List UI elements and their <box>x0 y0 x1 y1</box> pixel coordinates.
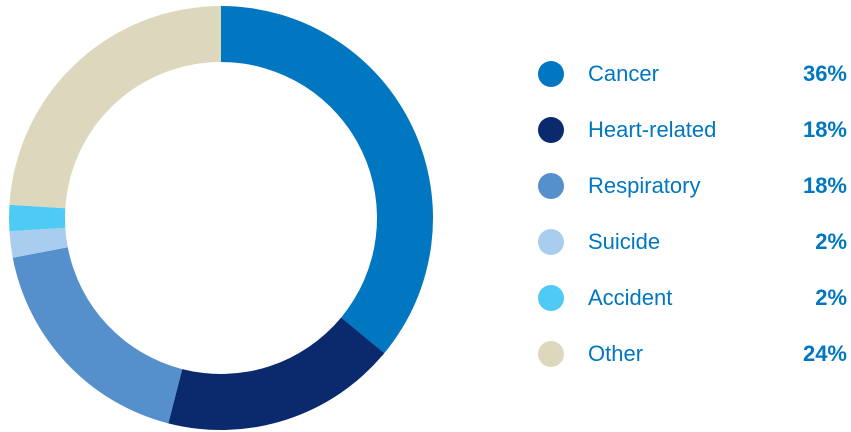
legend-value: 24% <box>802 341 847 366</box>
legend-label: Accident <box>588 285 673 310</box>
slice-cancer <box>221 6 433 354</box>
slice-suicide <box>9 227 68 258</box>
legend-swatch <box>538 61 564 87</box>
legend-label: Suicide <box>588 229 661 254</box>
legend: Cancer 36% Heart-related 18% Respiratory 18% S… <box>520 50 851 386</box>
legend-label: Cancer <box>588 61 659 86</box>
legend-label: Heart-related <box>588 117 717 142</box>
legend-swatch <box>538 341 564 367</box>
slice-respiratory <box>12 247 183 424</box>
legend-item-respiratory: Respiratory 18% <box>520 162 851 218</box>
legend-label: Other <box>588 341 644 366</box>
legend-value: 2% <box>815 229 847 254</box>
legend-swatch <box>538 229 564 255</box>
legend-swatch <box>538 173 564 199</box>
slice-heart-related <box>168 317 385 430</box>
legend-swatch <box>538 285 564 311</box>
legend-swatch <box>538 117 564 143</box>
legend-item-cancer: Cancer 36% <box>520 50 851 106</box>
legend-item-accident: Accident 2% <box>520 274 851 330</box>
slice-other <box>9 6 221 209</box>
legend-item-heart-related: Heart-related 18% <box>520 106 851 162</box>
legend-label: Respiratory <box>588 173 701 198</box>
donut-chart <box>8 6 433 430</box>
legend-value: 18% <box>802 173 847 198</box>
legend-value: 36% <box>802 61 847 86</box>
slice-accident <box>8 204 66 232</box>
legend-item-other: Other 24% <box>520 330 851 386</box>
legend-value: 2% <box>815 285 847 310</box>
legend-item-suicide: Suicide 2% <box>520 218 851 274</box>
legend-value: 18% <box>802 117 847 142</box>
